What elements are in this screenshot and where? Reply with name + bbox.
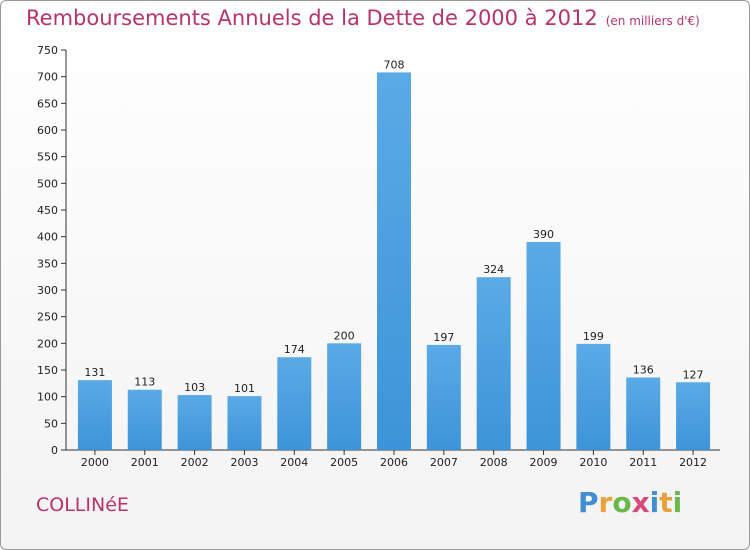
bar xyxy=(426,344,461,450)
bar-value-label: 390 xyxy=(533,228,554,241)
chart-subtitle: (en milliers d'€) xyxy=(605,14,700,28)
bar xyxy=(327,343,362,450)
x-tick-label: 2004 xyxy=(280,456,308,469)
bar-value-label: 708 xyxy=(384,58,405,71)
bar-value-label: 136 xyxy=(633,363,654,376)
bar xyxy=(227,396,262,450)
y-tick-label: 50 xyxy=(44,417,58,430)
bar-value-label: 324 xyxy=(483,263,504,276)
bar-value-label: 113 xyxy=(134,376,155,389)
y-tick-label: 250 xyxy=(37,311,58,324)
y-tick-label: 150 xyxy=(37,364,58,377)
y-tick-label: 600 xyxy=(37,124,58,137)
logo-letter: P xyxy=(578,486,599,519)
logo-letter: r xyxy=(598,486,613,519)
x-tick-label: 2005 xyxy=(330,456,358,469)
y-tick-label: 200 xyxy=(37,337,58,350)
bar-value-label: 200 xyxy=(334,329,355,342)
bar xyxy=(676,382,711,450)
x-tick-label: 2002 xyxy=(181,456,209,469)
chart-title: Remboursements Annuels de la Dette de 20… xyxy=(26,6,700,30)
y-tick-label: 100 xyxy=(37,391,58,404)
commune-name: COLLINéE xyxy=(36,494,129,516)
y-tick-label: 450 xyxy=(37,204,58,217)
proxiti-logo: Proxiti xyxy=(578,486,682,519)
x-tick-label: 2003 xyxy=(230,456,258,469)
bar xyxy=(377,72,411,451)
y-tick-label: 700 xyxy=(37,71,58,84)
logo-letter: i xyxy=(672,486,683,519)
y-tick-label: 0 xyxy=(51,444,58,457)
x-tick-label: 2009 xyxy=(530,456,558,469)
x-tick-label: 2000 xyxy=(81,456,109,469)
bar-value-label: 101 xyxy=(234,382,255,395)
bar-value-label: 131 xyxy=(84,366,105,379)
logo-letter: o xyxy=(612,486,632,519)
logo-letter: x xyxy=(631,486,650,519)
bar xyxy=(526,242,561,450)
x-tick-label: 2012 xyxy=(679,456,707,469)
bar-value-label: 174 xyxy=(284,343,305,356)
bar-value-label: 127 xyxy=(683,368,704,381)
bar xyxy=(77,380,112,450)
y-tick-label: 300 xyxy=(37,284,58,297)
bar-value-label: 197 xyxy=(433,331,454,344)
y-tick-label: 550 xyxy=(37,151,58,164)
y-tick-label: 650 xyxy=(37,97,58,110)
chart-title-text: Remboursements Annuels de la Dette de 20… xyxy=(26,6,598,30)
x-tick-label: 2010 xyxy=(579,456,607,469)
logo-letter: i xyxy=(649,486,660,519)
y-tick-label: 350 xyxy=(37,257,58,270)
x-tick-label: 2007 xyxy=(430,456,458,469)
bar-value-label: 103 xyxy=(184,381,205,394)
bar xyxy=(626,377,661,450)
x-tick-label: 2001 xyxy=(131,456,159,469)
y-tick-label: 400 xyxy=(37,231,58,244)
bar xyxy=(476,277,511,450)
bar xyxy=(576,343,611,450)
bar xyxy=(127,389,162,450)
logo-letter: t xyxy=(659,486,673,519)
bar-value-label: 199 xyxy=(583,330,604,343)
x-tick-label: 2008 xyxy=(480,456,508,469)
bar xyxy=(277,357,312,450)
x-tick-label: 2006 xyxy=(380,456,408,469)
x-tick-label: 2011 xyxy=(629,456,657,469)
y-tick-label: 500 xyxy=(37,177,58,190)
bar xyxy=(177,395,212,450)
y-tick-label: 750 xyxy=(37,44,58,57)
